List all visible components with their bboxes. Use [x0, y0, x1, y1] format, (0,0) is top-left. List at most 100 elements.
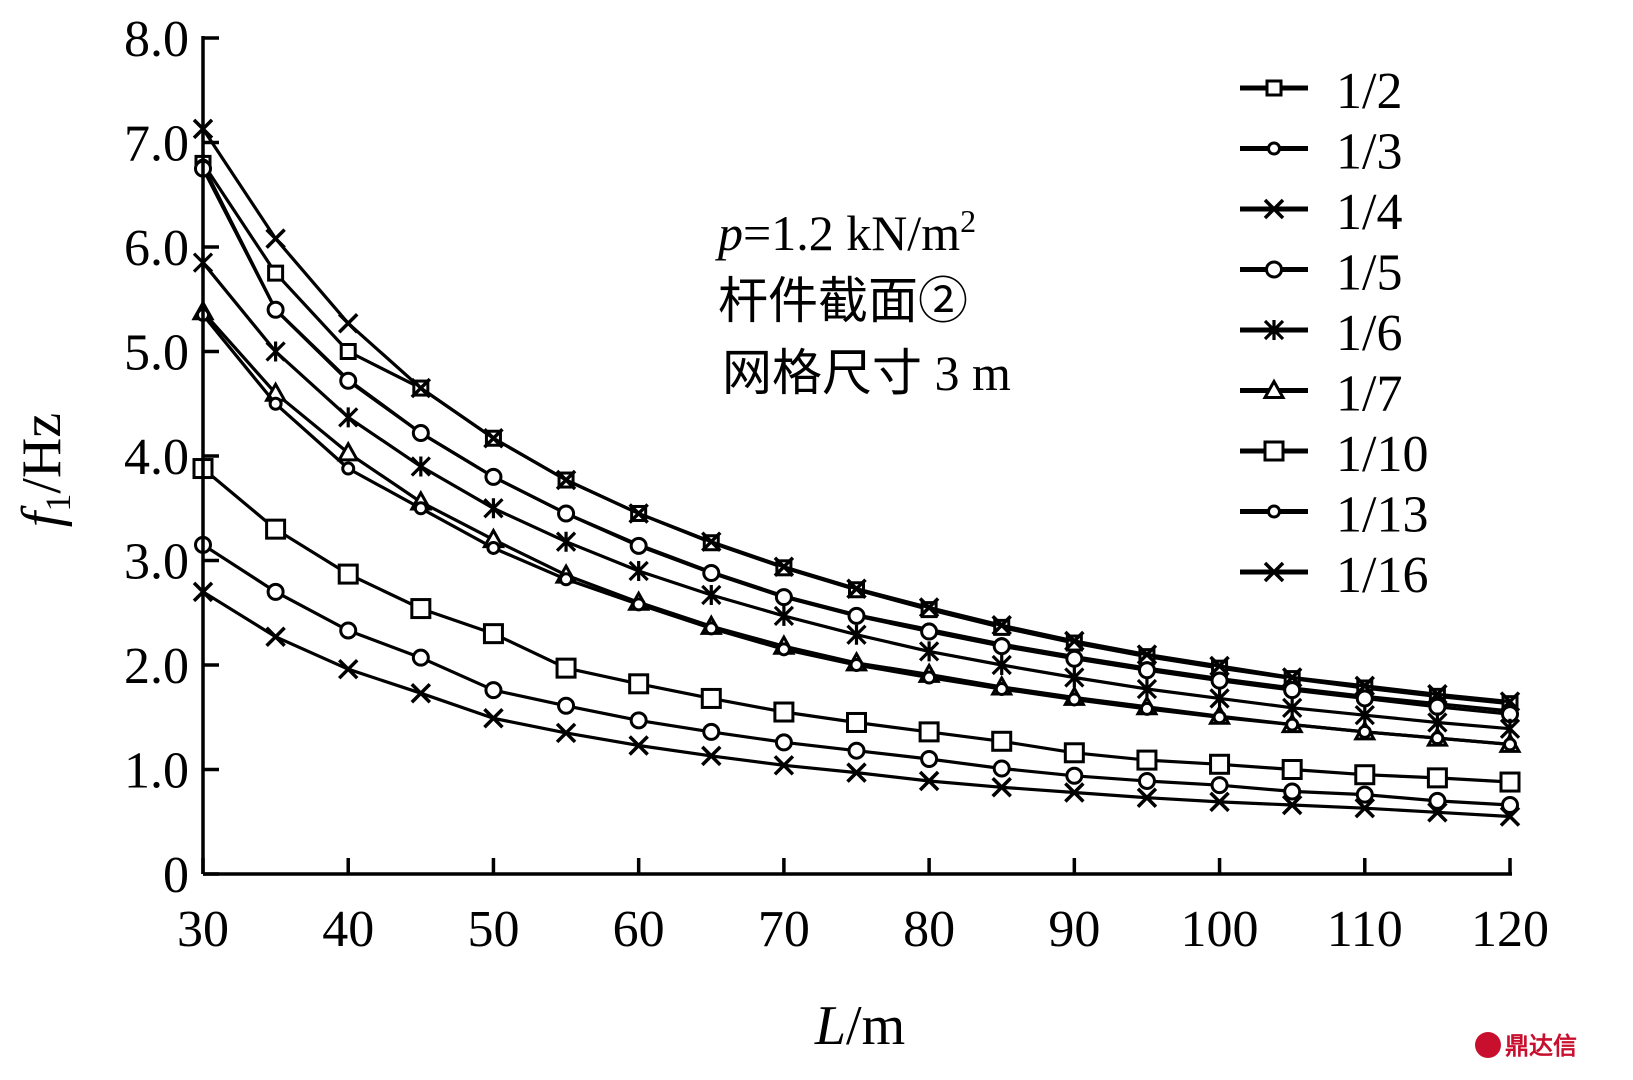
series-8-point-6	[559, 572, 574, 587]
series-8-point-12	[994, 682, 1009, 697]
series-7-point-4	[410, 598, 432, 620]
y-tick-label: 8.0	[124, 11, 189, 68]
series-9-point-9	[773, 755, 795, 776]
series-9-point-15	[1209, 791, 1230, 813]
series-8-point-4	[413, 501, 428, 516]
series-9-point-13	[1064, 782, 1085, 803]
series-8-point-13	[1067, 692, 1082, 707]
series-7-point-6	[555, 657, 577, 679]
series-5-point-7	[628, 560, 649, 582]
series-3-point-8	[701, 531, 722, 552]
series-4-point-11	[920, 622, 939, 641]
series-9-point-2	[265, 626, 286, 648]
series-3	[192, 118, 1521, 712]
legend-item: 1/6	[1240, 305, 1402, 362]
plot-area	[191, 118, 1522, 827]
x-tick-label: 120	[1471, 901, 1549, 958]
series-10-point-15	[1210, 776, 1229, 795]
series-9-point-5	[483, 708, 504, 729]
y-tick-label: 0	[163, 847, 189, 904]
series-3-point-4	[410, 377, 432, 399]
series-10	[194, 535, 1519, 815]
legend-item: 1/5	[1240, 245, 1402, 302]
legend-label: 1/3	[1336, 124, 1402, 181]
series-4-point-9	[774, 588, 793, 607]
series-8-point-17	[1357, 724, 1372, 739]
series-10-point-16	[1283, 782, 1302, 801]
legend-label: 1/16	[1336, 547, 1428, 604]
legend-label: 1/5	[1336, 245, 1402, 302]
x-tick-label: 100	[1181, 901, 1259, 958]
series-7-point-12	[991, 730, 1013, 752]
annotation: p=1.2 kN/m2 杆件截面② 网格尺寸 3 m	[715, 203, 1011, 401]
series-5-point-4	[410, 456, 431, 477]
series-9	[192, 581, 1521, 827]
series-10-point-19	[1501, 796, 1519, 815]
series-7-point-19	[1499, 771, 1521, 793]
series-3-point-15	[1209, 655, 1230, 677]
legend-label: 1/10	[1336, 426, 1428, 483]
watermark: 鼎达信	[1475, 1032, 1577, 1060]
x-axis-title: L/m	[814, 995, 905, 1057]
legend-item: 1/16	[1240, 547, 1428, 604]
series-9-point-17	[1354, 797, 1376, 819]
watermark-text: 鼎达信	[1505, 1032, 1577, 1060]
series-8-point-5	[486, 540, 501, 555]
x-tick-label: 50	[467, 901, 519, 958]
series-9-point-16	[1281, 794, 1303, 816]
legend-label: 1/13	[1336, 487, 1428, 544]
series-3-point-2	[265, 228, 286, 249]
legend-label: 1/6	[1336, 305, 1402, 362]
series-9-point-3	[337, 658, 359, 680]
annotation-pressure: p=1.2 kN/m2	[715, 203, 976, 261]
series-7-point-14	[1136, 749, 1158, 771]
series-9-point-4	[410, 682, 432, 704]
series-10-point-12	[992, 759, 1011, 778]
series-5-point-5	[483, 498, 504, 519]
series-3-point-7	[628, 503, 649, 524]
y-tick-label: 6.0	[124, 220, 189, 277]
series-4-point-2	[266, 300, 285, 319]
series-10-point-17	[1355, 785, 1374, 804]
legend-item: 1/4	[1240, 184, 1402, 241]
series-8	[196, 307, 1517, 752]
legend-item: 1/3	[1240, 124, 1402, 181]
series-4-point-15	[1210, 671, 1229, 690]
series-8-point-18	[1430, 731, 1445, 746]
series-7-point-8	[700, 687, 722, 709]
legend: 1/21/31/41/51/61/71/101/131/16	[1240, 63, 1428, 604]
series-8-point-3	[341, 461, 356, 476]
series-10-point-14	[1137, 771, 1156, 790]
series-8-point-15	[1212, 710, 1227, 725]
legend-marker	[1263, 561, 1285, 583]
series-10-point-9	[774, 733, 793, 752]
x-tick-label: 30	[177, 901, 229, 958]
series-3-point-12	[991, 615, 1012, 636]
legend-item: 1/2	[1240, 63, 1402, 120]
series-8-point-19	[1503, 737, 1517, 752]
axes: 0 1.0 2.0 3.0 4.0 5.0 6.0 7.0 8.0 30 40 50 60 70 80 90 1…	[124, 11, 1549, 958]
x-tick-label: 80	[903, 901, 955, 958]
annotation-section: 杆件截面②	[718, 273, 968, 329]
series-5-point-8	[701, 584, 722, 606]
series-5	[192, 252, 1521, 739]
legend-marker	[1263, 319, 1285, 341]
series-7-point-16	[1281, 759, 1303, 780]
series-7-point-5	[482, 623, 504, 645]
series-10-point-5	[484, 681, 503, 700]
series-7-point-11	[918, 721, 940, 743]
series-8-point-9	[776, 642, 791, 657]
series-8-point-10	[849, 658, 864, 672]
series-7-point-15	[1209, 753, 1231, 775]
series-5-point-2	[265, 341, 286, 362]
series-7	[192, 458, 1521, 793]
series-5-point-9	[773, 605, 795, 627]
series-6-point-3	[336, 440, 360, 462]
series-4-point-10	[847, 606, 866, 625]
series-5-point-12	[991, 654, 1012, 676]
legend-marker	[1267, 504, 1281, 519]
series-7-point-9	[773, 701, 795, 723]
legend-label: 1/4	[1336, 184, 1402, 241]
series-4-point-7	[629, 536, 648, 555]
series-9-point-8	[701, 745, 722, 767]
